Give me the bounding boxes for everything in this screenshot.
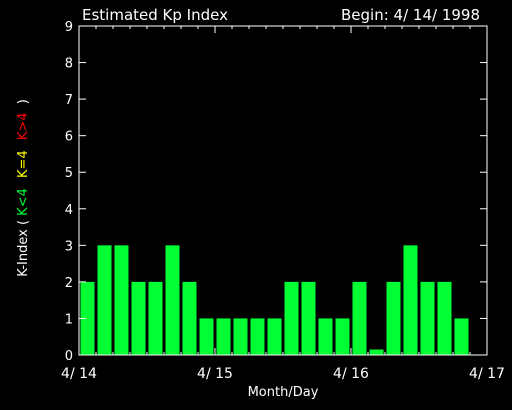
kp-bar bbox=[131, 281, 146, 355]
kp-bar bbox=[80, 281, 95, 355]
kp-bar bbox=[114, 245, 129, 355]
x-tick-label: 4/ 14 bbox=[61, 366, 97, 382]
y-tick-label: 6 bbox=[65, 130, 73, 145]
y-axis-label-high: K>4 bbox=[16, 112, 31, 140]
y-tick-label: 3 bbox=[65, 239, 73, 254]
x-tick-label: 4/ 16 bbox=[333, 366, 369, 382]
kp-bar bbox=[97, 245, 112, 355]
x-axis-label: Month/Day bbox=[248, 385, 319, 400]
y-axis-label-suffix: ) bbox=[16, 99, 31, 104]
kp-bar bbox=[318, 318, 333, 355]
kp-bar bbox=[437, 281, 452, 355]
y-axis-label-prefix: K-Index ( bbox=[16, 220, 31, 277]
kp-bar bbox=[250, 318, 265, 355]
kp-bar bbox=[454, 318, 469, 355]
x-axis: 4/ 14 4/ 15 4/ 16 4/ 17 bbox=[61, 26, 505, 382]
y-tick-label: 9 bbox=[65, 20, 73, 35]
kp-bar bbox=[386, 281, 401, 355]
kp-bar bbox=[199, 318, 214, 355]
y-tick-label: 5 bbox=[65, 166, 73, 181]
chart-title: Estimated Kp Index bbox=[82, 6, 228, 24]
y-axis-label-low: K<4 bbox=[16, 188, 31, 216]
y-tick-label: 0 bbox=[65, 349, 73, 364]
kp-bar bbox=[403, 245, 418, 355]
begin-date-label: Begin: 4/ 14/ 1998 bbox=[341, 6, 480, 24]
kp-bar bbox=[216, 318, 231, 355]
kp-bar bbox=[369, 349, 384, 355]
y-tick-label: 1 bbox=[65, 312, 73, 327]
kp-bar bbox=[352, 281, 367, 355]
kp-bar bbox=[284, 281, 299, 355]
kp-bar bbox=[420, 281, 435, 355]
kp-bar bbox=[148, 281, 163, 355]
kp-bar bbox=[182, 281, 197, 355]
y-tick-label: 2 bbox=[65, 276, 73, 291]
kp-bar bbox=[301, 281, 316, 355]
y-tick-label: 7 bbox=[65, 93, 73, 108]
y-tick-label: 8 bbox=[65, 57, 73, 72]
kp-bar bbox=[335, 318, 350, 355]
kp-bar bbox=[267, 318, 282, 355]
kp-bar bbox=[165, 245, 180, 355]
kp-bar bbox=[233, 318, 248, 355]
y-axis-label: K-Index ( K<4 K=4 K>4 ) bbox=[16, 99, 31, 277]
y-axis: 0 1 2 3 4 5 6 7 8 9 bbox=[65, 20, 487, 364]
x-tick-label: 4/ 15 bbox=[197, 366, 233, 382]
bars-group bbox=[80, 245, 469, 355]
y-tick-label: 4 bbox=[65, 203, 73, 218]
x-tick-label: 4/ 17 bbox=[469, 366, 505, 382]
y-axis-label-mid: K=4 bbox=[16, 150, 31, 178]
